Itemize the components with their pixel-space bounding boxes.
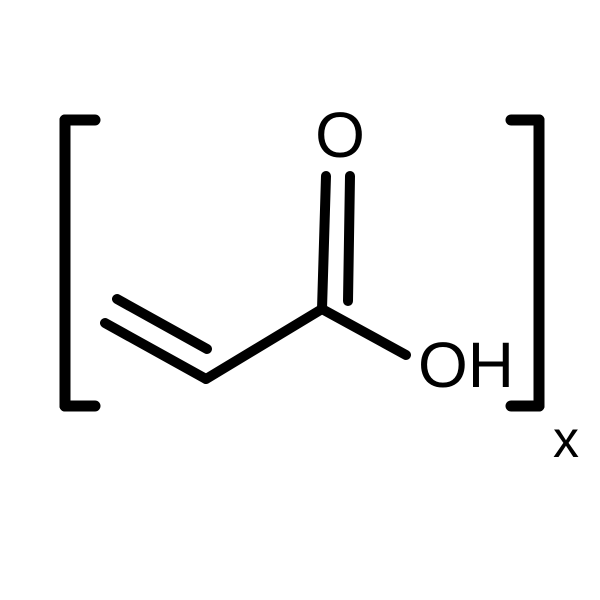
atom-label-O_top: O — [315, 99, 365, 171]
bond-c-c — [206, 309, 322, 379]
repeat-subscript: x — [553, 411, 579, 469]
chemical-structure-diagram: O OH x — [0, 0, 600, 600]
bond-ch2-double-1 — [105, 323, 206, 379]
bond-c=o-2 — [348, 176, 350, 301]
bonds-group — [105, 176, 406, 379]
bond-c-oh — [322, 309, 406, 355]
atom-label-OH: OH — [418, 329, 514, 401]
bond-c=o-1 — [322, 176, 326, 309]
